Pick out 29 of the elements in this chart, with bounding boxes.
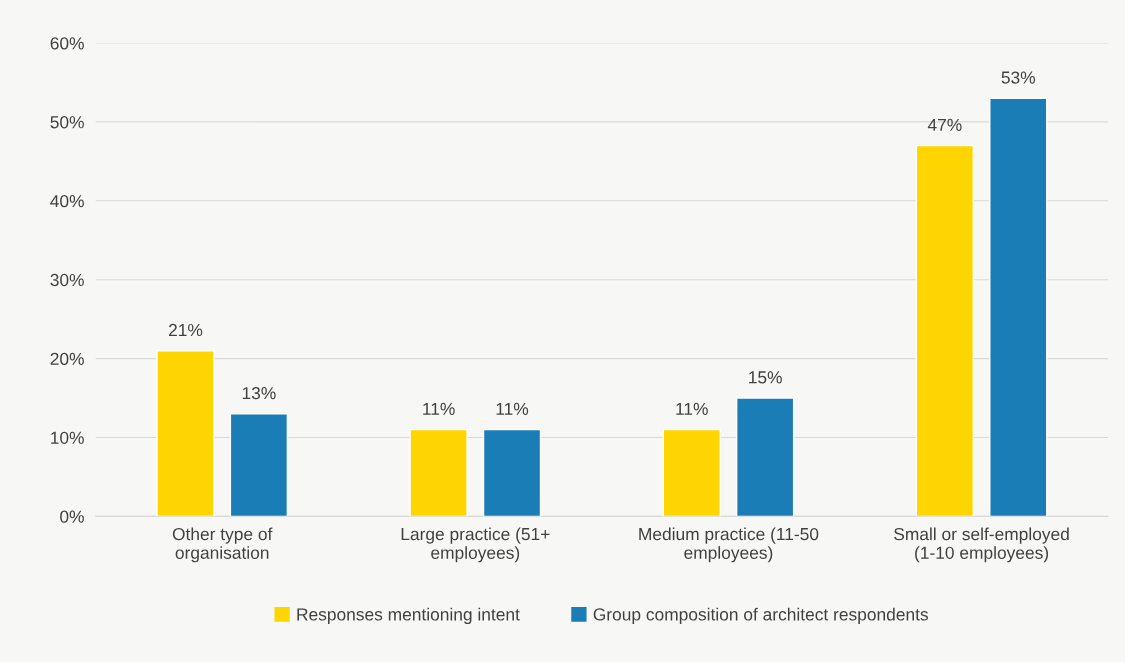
bar	[229, 413, 289, 517]
bar	[989, 97, 1048, 517]
x-tick-label: Small or self-employed (1-10 employees)	[894, 527, 1069, 563]
x-tick-label: Large practice (51+ employees)	[401, 527, 550, 563]
x-tick-label: Other type of organisation	[172, 527, 273, 563]
y-tick-label: 60%	[50, 37, 84, 50]
bar	[662, 428, 721, 517]
bar	[409, 428, 468, 517]
data-label: 47%	[927, 118, 962, 131]
bar	[482, 428, 542, 517]
bar	[915, 144, 975, 517]
y-tick-label: 30%	[50, 273, 84, 287]
legend-label: Responses mentioning intent	[297, 607, 520, 624]
y-tick-label: 0%	[60, 510, 84, 523]
y-tick-label: 40%	[50, 194, 84, 208]
data-label: 11%	[676, 402, 708, 415]
bar	[156, 349, 215, 517]
data-label: 15%	[749, 371, 782, 384]
y-tick-label: 10%	[51, 431, 84, 444]
y-tick-label: 20%	[50, 352, 84, 366]
legend-label: Group composition of architect respondents	[593, 607, 928, 624]
x-tick-label: Medium practice (11-50 employees)	[639, 527, 819, 563]
bar	[735, 397, 795, 517]
data-label: 53%	[1001, 71, 1036, 84]
data-label: 11%	[423, 402, 455, 415]
data-label: 11%	[496, 402, 529, 415]
data-label: 21%	[168, 323, 203, 337]
data-label: 13%	[242, 386, 276, 400]
y-tick-label: 50%	[50, 116, 84, 129]
